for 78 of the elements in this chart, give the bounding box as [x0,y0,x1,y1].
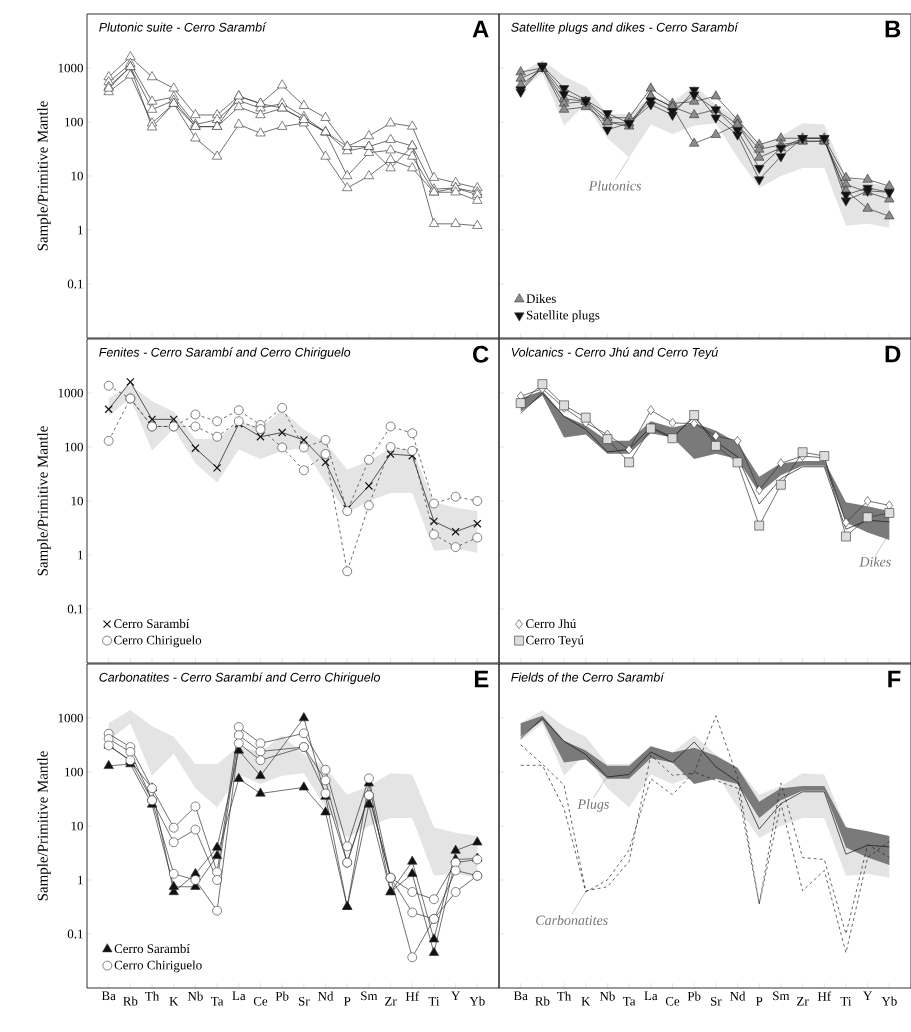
y-tick-label: 1000 [58,63,83,73]
x-tick-label: Ba [101,991,116,1001]
chart-subtitle: B [885,20,901,38]
x-tick-label: Ba [513,991,528,1001]
x-tick-label: P [755,996,763,1006]
legend-label: Cerro Jhú [526,618,577,628]
y-tick-label: 1000 [58,388,83,398]
x-tick-label: Pb [275,991,289,1001]
y-axis-title: Sample/Primitive Mantle [37,426,51,576]
text: Volcanics - Cerro Jhú and Cerro Teyú [511,347,718,360]
text: Plutonic suite - Cerro Sarambí [99,22,267,32]
x-tick-label: Zr [797,996,809,1006]
legend-label: Cerro Teyú [526,635,584,648]
x-tick-label: Ce [665,996,680,1006]
y-tick-label: 1 [78,550,83,560]
y-tick-label: 0.1 [67,279,83,289]
x-tick-label: K [581,996,591,1006]
x-tick-label: Pb [687,991,701,1001]
y-tick-label: 10 [71,496,83,506]
annotation: Carbonatites [536,915,608,925]
legend-label: Cerro Sarambí [114,618,190,629]
chart-subtitle: F [888,670,901,688]
chart-subtitle: E [474,670,489,688]
legend-label: Cerro Chiriguelo [114,960,202,973]
x-tick-label: Sm [773,991,790,1001]
text: Carbonatites - Cerro Sarambí and Cerro Chiriguelo [99,672,381,685]
y-axis-title: Sample/Primitive Mantle [37,751,51,901]
annotation: Plugs [577,799,609,812]
x-tick-label: K [169,996,179,1006]
y-tick-label: 10 [71,821,83,831]
text: Fenites - Cerro Sarambí and Cerro Chiriguelo [99,347,351,360]
x-tick-label: Yb [881,996,897,1006]
text: Fields of the Cerro Sarambí [511,672,665,682]
x-tick-label: Ta [210,996,224,1006]
x-tick-label: Yb [469,996,485,1006]
x-tick-label: Zr [385,996,397,1006]
chart-subtitle: A [472,20,489,38]
y-axis-title: Sample/Primitive Mantle [37,101,51,251]
x-tick-label: Sm [361,991,378,1001]
x-tick-label: Nb [187,991,203,1001]
x-tick-label: Y [451,991,460,1000]
x-tick-label: Nd [729,991,746,1001]
annotation: Plutonics [588,180,642,191]
y-tick-label: 100 [65,117,83,127]
y-tick-label: 0.1 [67,604,83,614]
legend-label: Dikes [526,293,556,304]
y-tick-label: 1 [78,875,83,885]
x-tick-label: Rb [535,996,550,1006]
annotation: Dikes [859,556,891,567]
x-tick-label: Ti [840,996,852,1006]
x-tick-label: Hf [405,991,420,1001]
y-tick-label: 100 [65,442,83,452]
x-tick-label: Ce [253,996,268,1006]
y-tick-label: 1000 [58,713,83,723]
x-tick-label: Sr [710,996,722,1006]
x-tick-label: Nb [599,991,615,1001]
x-tick-label: Nd [317,991,334,1001]
x-tick-label: Sr [298,996,310,1006]
x-tick-label: La [644,991,658,1001]
x-tick-label: P [343,996,351,1006]
x-tick-label: Th [557,991,572,1001]
x-tick-label: Ti [428,996,440,1006]
y-tick-label: 1 [78,225,83,235]
x-tick-label: La [232,991,246,1001]
text: Satellite plugs and dikes - Cerro Sarambí [511,22,739,35]
x-tick-label: Rb [123,996,138,1006]
y-tick-label: 100 [65,767,83,777]
legend-label: Satellite plugs [526,310,600,323]
legend-label: Cerro Chiriguelo [114,635,202,648]
y-tick-label: 0.1 [67,929,83,939]
x-tick-label: Y [863,991,872,1000]
chart-subtitle: D [885,345,901,363]
x-tick-label: Ta [622,996,636,1006]
y-tick-label: 10 [71,171,83,181]
legend-label: Cerro Sarambí [114,943,190,954]
chart-subtitle: C [473,345,489,363]
x-tick-label: Hf [817,991,832,1001]
x-tick-label: Th [145,991,160,1001]
